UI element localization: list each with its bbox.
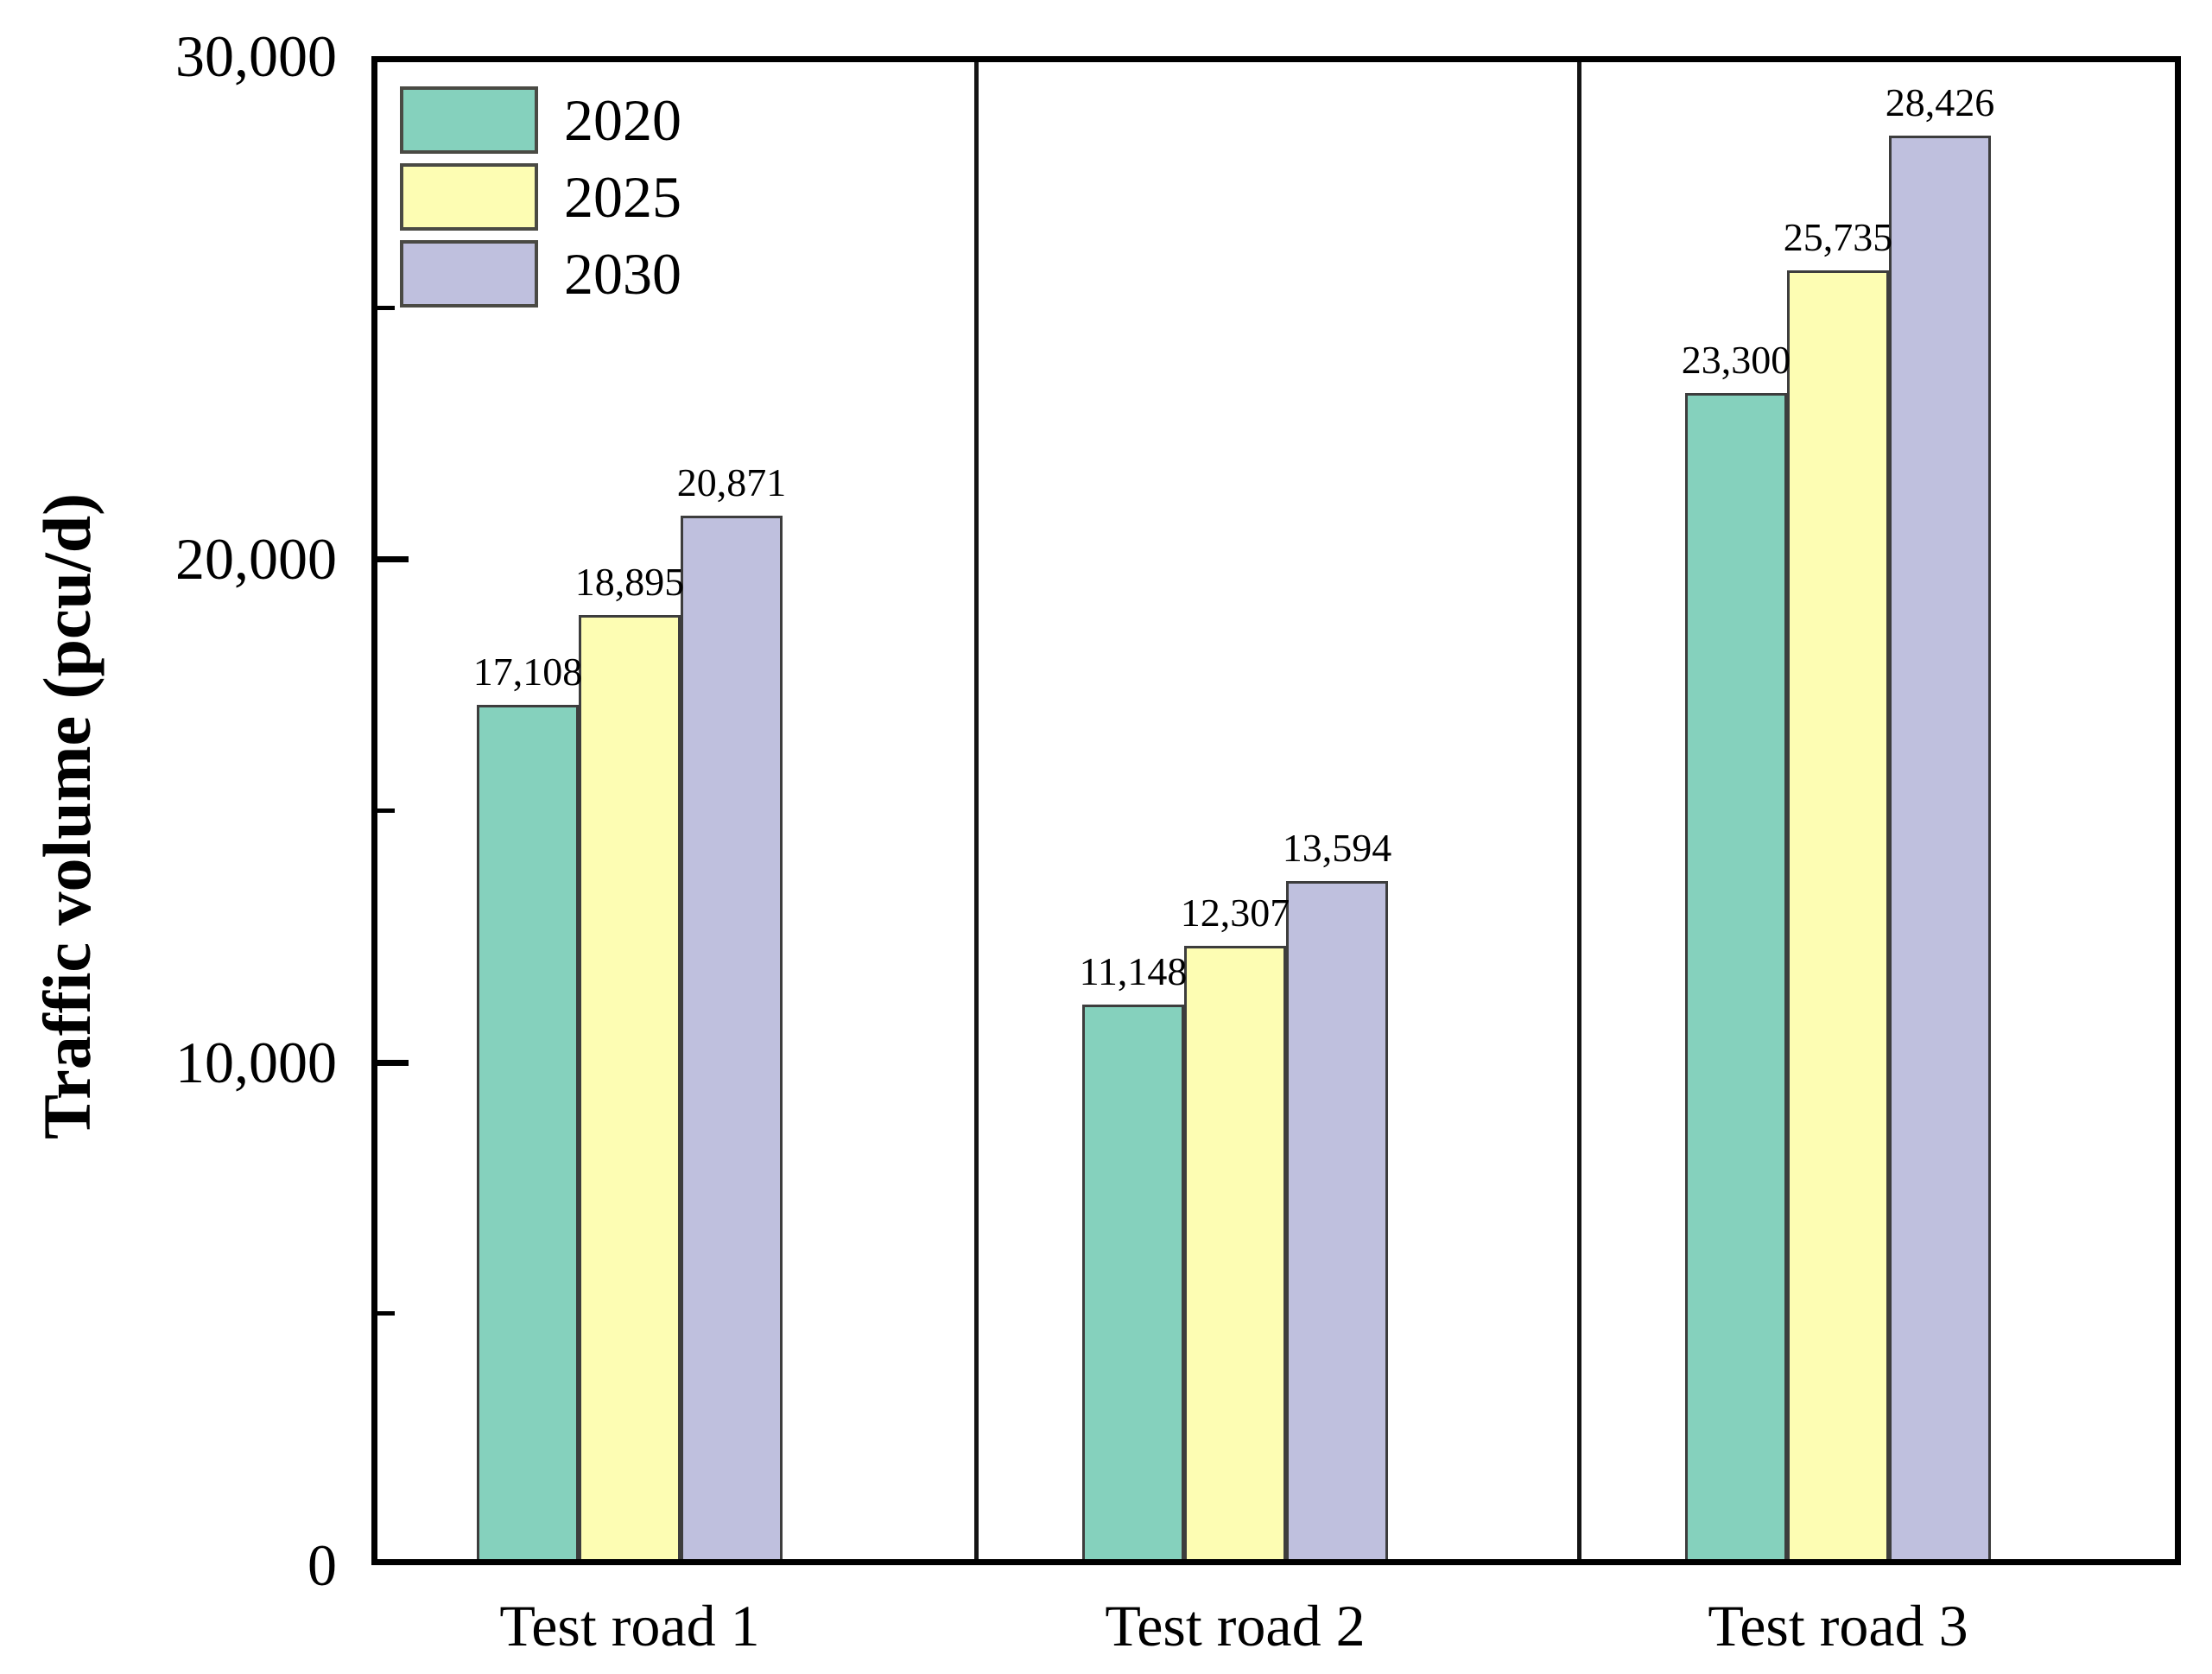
legend-swatch-2020 xyxy=(400,86,538,154)
legend-item-2020: 2020 xyxy=(400,86,681,154)
bar-2030-3 xyxy=(1889,135,1991,1565)
legend: 2020 2025 2030 xyxy=(400,86,681,308)
legend-swatch-2030 xyxy=(400,240,538,308)
y-tick-label: 10,000 xyxy=(175,1029,337,1095)
bar-value-label: 17,108 xyxy=(472,649,583,694)
bar-value-label: 28,426 xyxy=(1885,79,1995,124)
legend-label-2030: 2030 xyxy=(564,241,681,307)
bar-value-label: 25,735 xyxy=(1783,215,1893,260)
bar-value-label: 13,594 xyxy=(1282,826,1392,871)
panel-divider-2 xyxy=(1577,56,1581,1565)
bar-value-label: 20,871 xyxy=(676,460,787,504)
legend-label-2020: 2020 xyxy=(564,87,681,153)
y-tick-label: 30,000 xyxy=(175,23,337,89)
bar-2020-3 xyxy=(1685,393,1787,1565)
x-category-label: Test road 1 xyxy=(499,1593,760,1658)
bar-2020-1 xyxy=(477,704,579,1565)
y-tick-label: 0 xyxy=(307,1532,337,1598)
y-minor-tick xyxy=(377,808,395,813)
bar-2025-1 xyxy=(579,614,681,1565)
y-minor-tick xyxy=(377,1311,395,1316)
y-major-tick xyxy=(377,556,409,563)
y-major-tick xyxy=(377,1059,409,1066)
bar-value-label: 18,895 xyxy=(574,559,685,604)
legend-swatch-2025 xyxy=(400,163,538,231)
bar-2025-3 xyxy=(1787,270,1889,1565)
bar-2020-2 xyxy=(1082,1004,1184,1565)
y-minor-tick xyxy=(377,305,395,310)
legend-item-2025: 2025 xyxy=(400,163,681,231)
bar-value-label: 11,148 xyxy=(1079,948,1188,993)
bar-value-label: 12,307 xyxy=(1180,891,1290,935)
bar-2025-2 xyxy=(1184,946,1286,1565)
legend-item-2030: 2030 xyxy=(400,240,681,308)
panel-divider-1 xyxy=(974,56,979,1565)
x-category-label: Test road 2 xyxy=(1105,1593,1366,1658)
bar-value-label: 23,300 xyxy=(1681,338,1791,383)
bar-2030-1 xyxy=(681,515,783,1565)
x-category-label: Test road 3 xyxy=(1708,1593,1968,1658)
legend-label-2025: 2025 xyxy=(564,164,681,230)
bar-2030-2 xyxy=(1286,881,1388,1565)
y-tick-label: 20,000 xyxy=(175,526,337,593)
